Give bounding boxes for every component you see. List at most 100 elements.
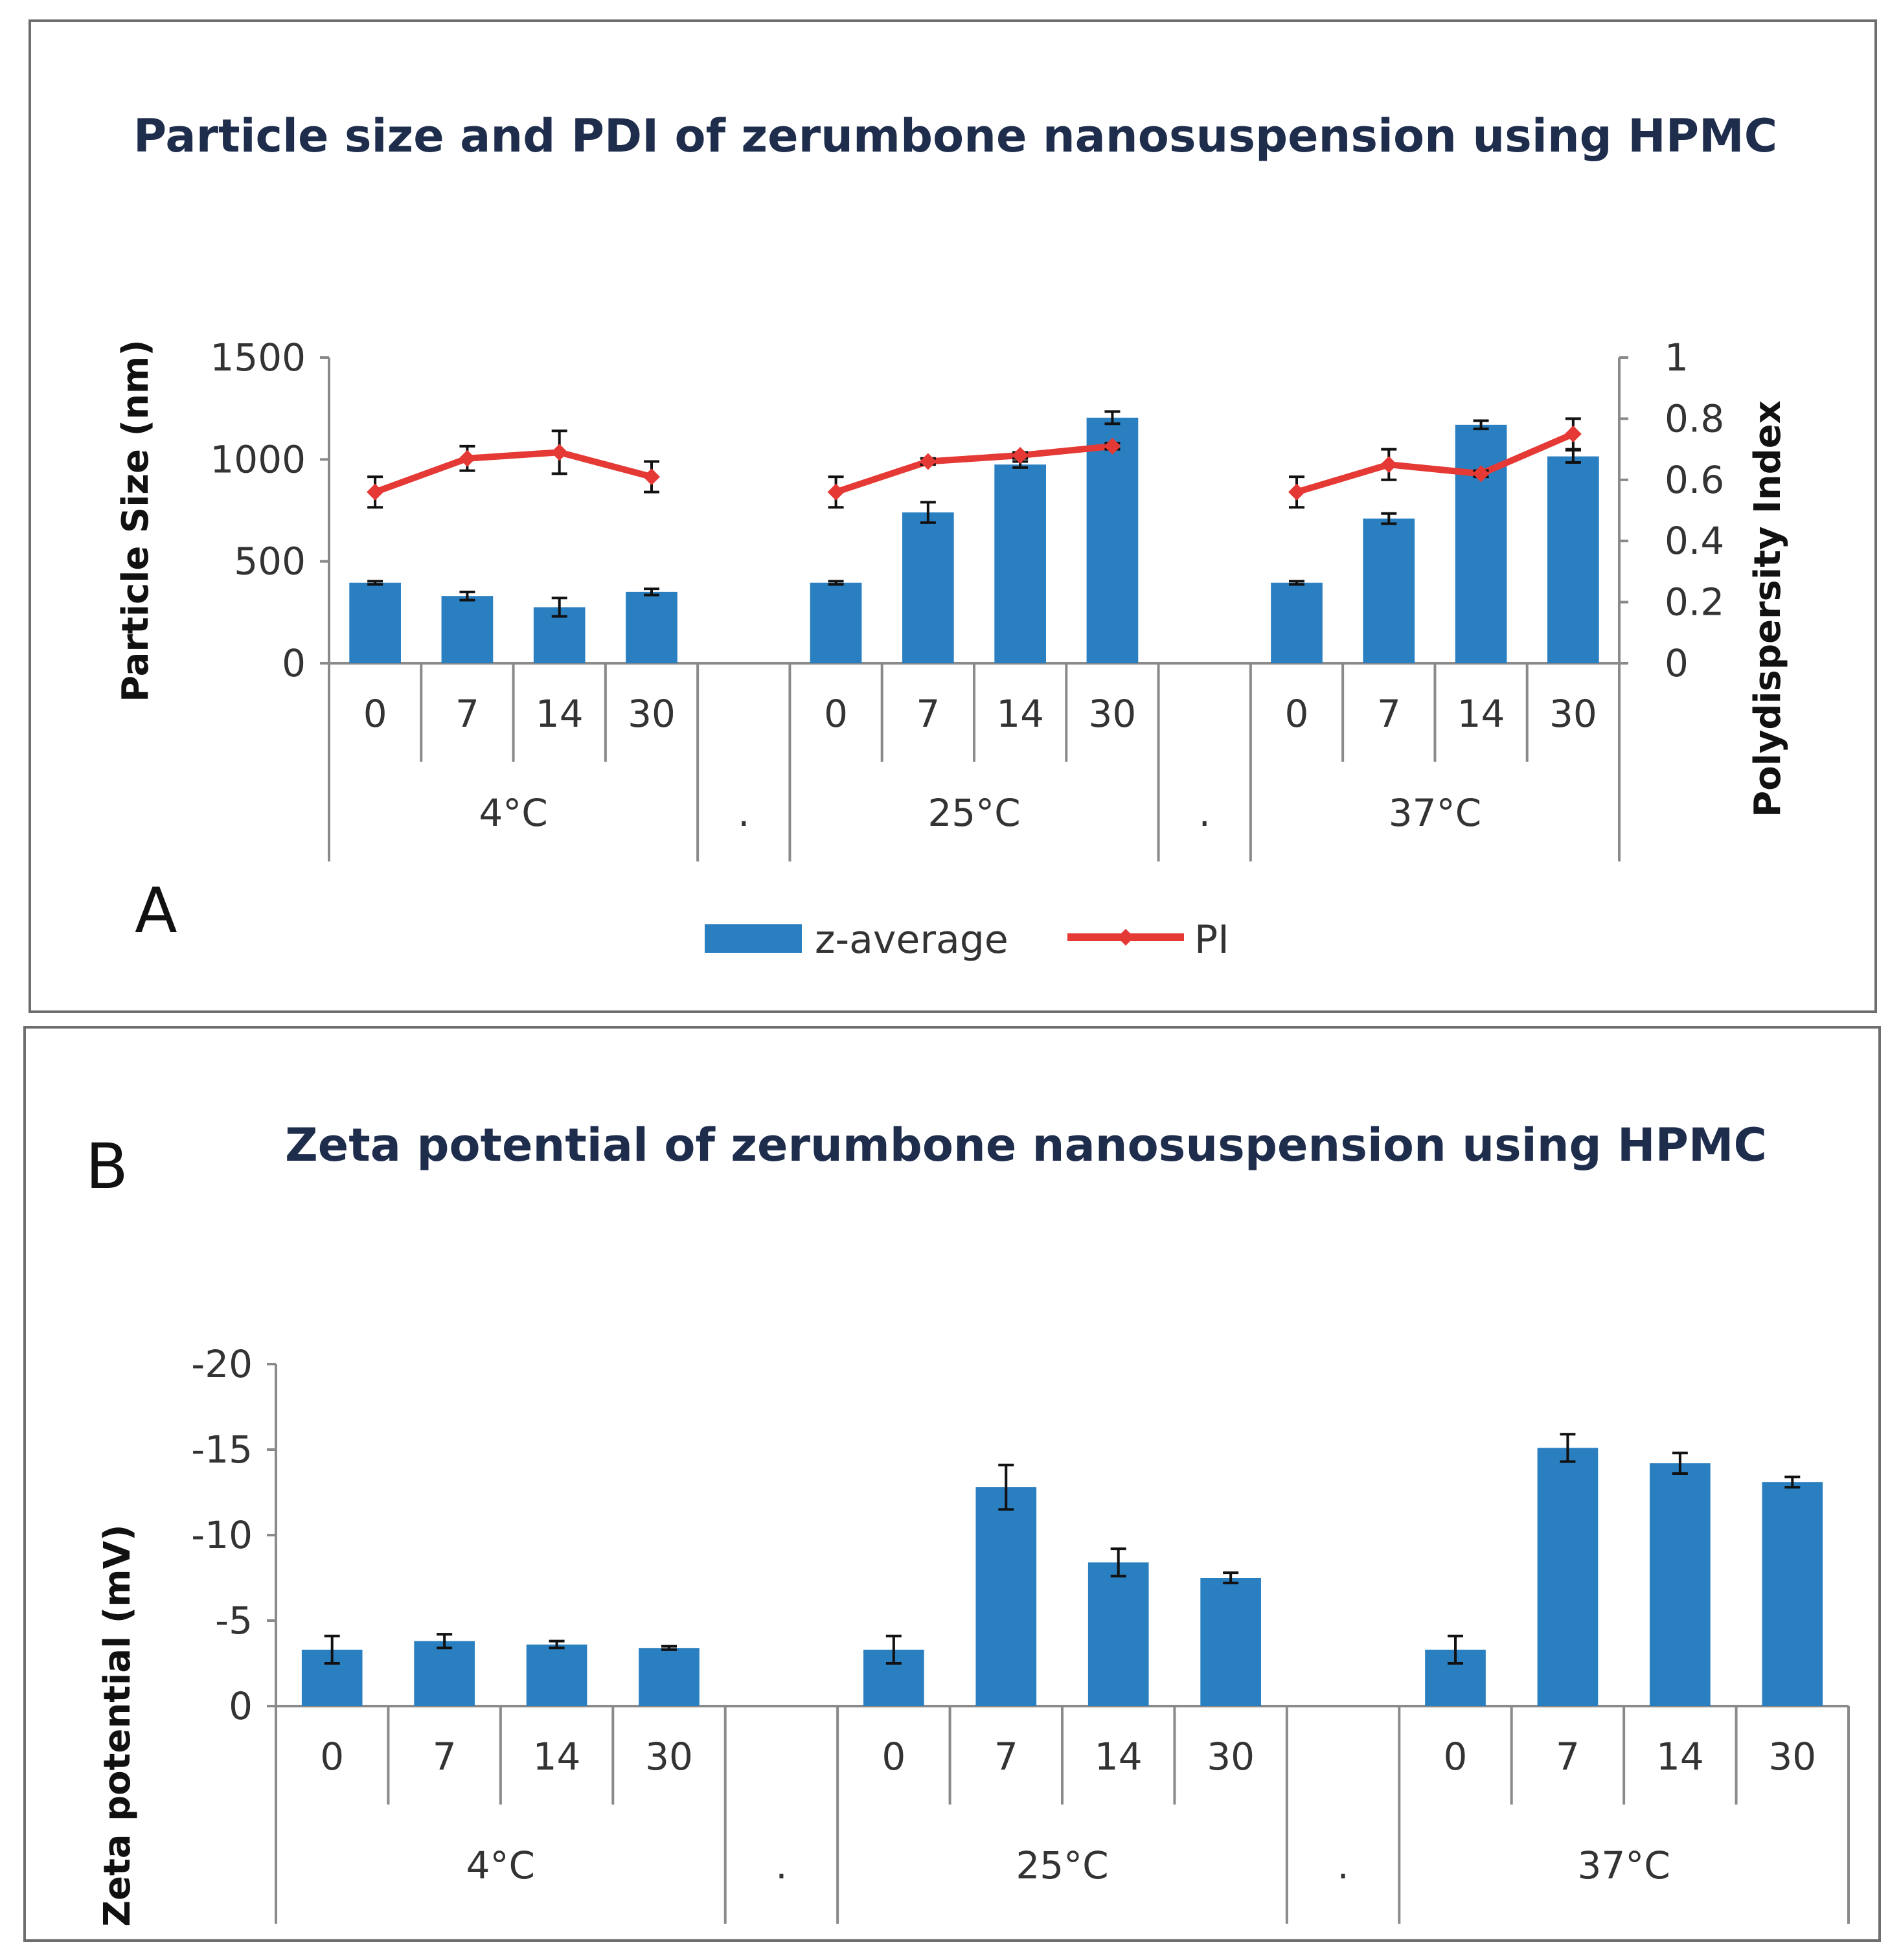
bar-30 <box>1086 417 1139 663</box>
category-label: 30 <box>1207 1735 1255 1779</box>
group-label: . <box>775 1843 787 1887</box>
chart-b-title: Zeta potential of zerumbone nanosuspensi… <box>285 1119 1767 1172</box>
pi-point-marker <box>919 453 937 470</box>
bar-7 <box>414 1641 475 1706</box>
category-label: 30 <box>1549 692 1597 736</box>
chart-a-panel-label: A <box>135 874 177 947</box>
chart-panel-a: Particle size and PDI of zerumbone nanos… <box>28 19 1877 1013</box>
group-label: . <box>1198 791 1210 835</box>
category-label: 7 <box>916 692 940 736</box>
chart-b-panel-label: B <box>85 1130 128 1203</box>
group-label: 37°C <box>1389 791 1481 835</box>
bar-30 <box>1547 456 1599 663</box>
category-label: 7 <box>455 692 479 736</box>
category-label: 0 <box>363 692 387 736</box>
group-label: 4°C <box>466 1843 535 1887</box>
pi-point-marker <box>551 444 568 461</box>
category-label: 30 <box>1089 692 1137 736</box>
pi-point-marker <box>1564 426 1582 442</box>
y2-tick-label: 0.6 <box>1665 458 1724 502</box>
category-label: 14 <box>1095 1735 1143 1779</box>
chart-a-legend: z-average PI <box>705 917 1229 963</box>
category-label: 14 <box>1656 1735 1704 1779</box>
series-line-PI <box>374 449 653 496</box>
chart-b-ylabel: Zeta potential (mV) <box>97 1524 139 1926</box>
y2-tick-label: 0.4 <box>1665 519 1724 563</box>
legend-label-z-average: z-average <box>815 917 1008 963</box>
group-label: . <box>738 791 749 835</box>
bar-7 <box>975 1487 1037 1706</box>
category-label: 7 <box>1556 1735 1580 1779</box>
group-label: 25°C <box>928 791 1020 835</box>
category-label: 14 <box>996 692 1044 736</box>
y-tick-label: 0 <box>282 641 306 685</box>
y-tick-label: 1000 <box>210 437 306 481</box>
category-label: 30 <box>628 692 676 736</box>
chart-a-ylabel: Particle Size (nm) <box>115 339 157 702</box>
legend-swatch-z-average <box>705 924 802 953</box>
y-tick-label: 500 <box>234 540 306 584</box>
y-tick-label: -20 <box>191 1342 253 1386</box>
category-label: 7 <box>433 1735 457 1779</box>
chart-a-y2label: Polydispersity Index <box>1747 400 1789 817</box>
y2-tick-label: 0.8 <box>1665 396 1724 440</box>
pi-point-marker <box>1012 447 1029 464</box>
y2-tick-label: 1 <box>1665 336 1689 380</box>
group-label: 4°C <box>479 791 547 835</box>
category-label: 0 <box>1285 692 1309 736</box>
bar-7 <box>1363 518 1415 663</box>
group-label: . <box>1337 1843 1349 1887</box>
category-label: 14 <box>536 692 584 736</box>
category-label: 0 <box>824 692 848 736</box>
bar-30 <box>1200 1578 1261 1706</box>
category-label: 0 <box>320 1735 344 1779</box>
bar-0 <box>349 582 401 663</box>
bar-14 <box>1455 424 1507 663</box>
category-label: 14 <box>1457 692 1505 736</box>
bar-14 <box>1087 1562 1149 1706</box>
bar-30 <box>1762 1482 1823 1706</box>
bar-0 <box>1271 582 1323 663</box>
category-label: 0 <box>1444 1735 1468 1779</box>
legend-marker-pi <box>1117 929 1134 946</box>
series-line-PI <box>1295 431 1575 496</box>
chart-panel-b: Zeta potential of zerumbone nanosuspensi… <box>23 1026 1881 1942</box>
bar-0 <box>810 582 862 663</box>
chart-a-title: Particle size and PDI of zerumbone nanos… <box>133 109 1777 163</box>
bar-7 <box>1537 1448 1599 1706</box>
category-label: 7 <box>994 1735 1018 1779</box>
y-tick-label: -5 <box>215 1599 253 1643</box>
pi-point-marker <box>1288 483 1305 501</box>
bar-14 <box>1650 1463 1711 1706</box>
bar-30 <box>626 591 677 663</box>
y-tick-label: 0 <box>229 1684 253 1728</box>
bar-14 <box>526 1644 587 1706</box>
chart-b-plot: -20 -15 -10 -5 0 0 7 14 30 0 7 14 30 0 7 14 30 4°C. 25°C. 3… <box>191 1342 1850 1924</box>
y2-tick-label: 0.2 <box>1665 580 1724 624</box>
y-tick-label: 1500 <box>210 336 306 380</box>
category-label: 0 <box>882 1735 905 1779</box>
category-label: 7 <box>1377 692 1401 736</box>
bar-7 <box>441 596 494 663</box>
chart-a-plot: 1500 1000 500 0 1 0.8 0.6 0.4 0.2 0 0 7 14 30 0 7 14 30 0 7… <box>210 336 1724 861</box>
bar-7 <box>902 512 954 663</box>
pi-point-marker <box>1104 437 1121 455</box>
category-label: 30 <box>645 1735 693 1779</box>
bar-14 <box>994 464 1046 663</box>
category-label: 14 <box>533 1735 581 1779</box>
pi-point-marker <box>1380 456 1398 473</box>
category-label: 30 <box>1768 1735 1816 1779</box>
group-label: 25°C <box>1016 1843 1108 1887</box>
group-label: 37°C <box>1577 1843 1670 1887</box>
chart-b-svg: Zeta potential of zerumbone nanosuspensi… <box>85 1119 1850 1927</box>
pi-point-marker <box>459 450 476 467</box>
y2-tick-label: 0 <box>1665 641 1689 685</box>
pi-point-marker <box>827 483 845 501</box>
y-tick-label: -10 <box>191 1513 253 1557</box>
series-line-PI <box>834 442 1113 496</box>
legend-label-pi: PI <box>1194 917 1229 963</box>
bar-30 <box>639 1648 700 1706</box>
chart-a-svg: Particle size and PDI of zerumbone nanos… <box>115 109 1789 963</box>
pi-point-marker <box>1472 465 1490 483</box>
pi-point-marker <box>643 468 660 486</box>
